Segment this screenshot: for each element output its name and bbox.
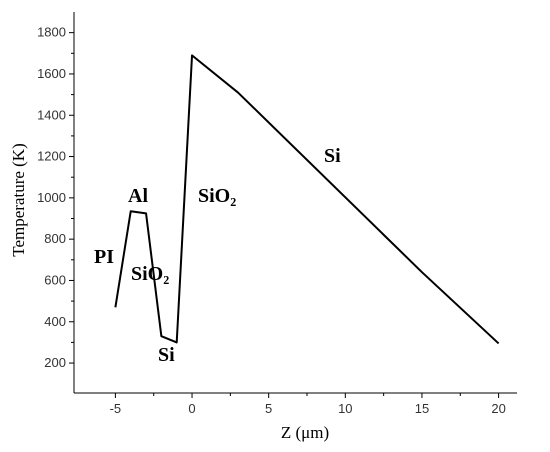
annotation: Si (324, 145, 341, 167)
y-axis-label: Temperature (K) (9, 143, 28, 257)
x-tick-label: 10 (338, 401, 352, 416)
y-tick-label: 1000 (37, 190, 66, 205)
line (114, 54, 500, 345)
x-tick-label: 0 (188, 401, 195, 416)
annotation: Si (158, 344, 175, 366)
y-tick-label: 1400 (37, 107, 66, 122)
x-tick-label: -5 (110, 401, 122, 416)
x-tick-label: 20 (491, 401, 505, 416)
y-tick-label: 1800 (37, 25, 66, 40)
y-tick-label: 1600 (37, 66, 66, 81)
y-tick-label: 400 (44, 314, 66, 329)
y-tick-label: 1200 (37, 149, 66, 164)
y-tick-label: 200 (44, 355, 66, 370)
annotation: Al (128, 185, 148, 207)
y-tick-label: 800 (44, 231, 66, 246)
y-tick-label: 600 (44, 272, 66, 287)
x-axis-label: Z (μm) (281, 423, 329, 442)
annotation: PI (94, 246, 114, 268)
x-tick-label: 5 (265, 401, 272, 416)
x-tick-label: 15 (415, 401, 429, 416)
annotation: SiO₂ (198, 185, 236, 207)
annotation: SiO₂ (131, 263, 169, 285)
